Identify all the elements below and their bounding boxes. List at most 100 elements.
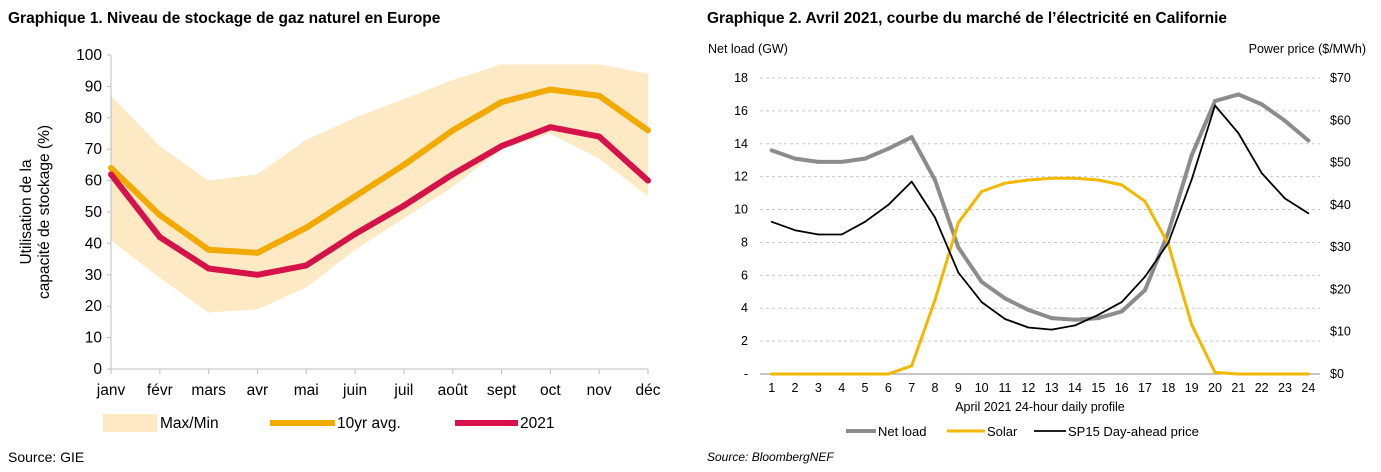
legend-label-10yr: 10yr avg. xyxy=(337,415,401,432)
legend-label-price: SP15 Day-ahead price xyxy=(1068,424,1199,439)
source-note: Source: BloombergNEF xyxy=(707,450,834,464)
x-tick-label: oct xyxy=(540,382,561,399)
x-tick-label: févr xyxy=(147,382,173,399)
x-tick-label: 12 xyxy=(1021,381,1035,395)
y-tick-label-right: $10 xyxy=(1330,325,1351,339)
y-tick-label-right: $30 xyxy=(1330,240,1351,254)
series-point xyxy=(1003,296,1007,301)
x-axis-label: April 2021 24-hour daily profile xyxy=(955,400,1125,414)
series-point xyxy=(839,159,844,164)
x-tick-label: 8 xyxy=(932,381,939,395)
y-axis-label-left: Net load (GW) xyxy=(708,42,788,56)
y-tick-label-left: 2 xyxy=(741,334,748,348)
y-tick-label: 10 xyxy=(85,330,103,347)
y-tick-label-right: $70 xyxy=(1330,71,1351,85)
series-point xyxy=(303,262,310,269)
series-point xyxy=(1143,199,1147,203)
y-tick-label: 50 xyxy=(85,204,103,221)
series-point xyxy=(1213,370,1217,374)
x-tick-label: 3 xyxy=(815,381,822,395)
series-point xyxy=(1237,132,1240,134)
series-point xyxy=(1260,172,1263,175)
x-tick-label: nov xyxy=(587,382,612,399)
series-point xyxy=(1049,316,1054,321)
series-point xyxy=(1167,242,1170,244)
series-point xyxy=(793,372,797,376)
series-point xyxy=(1283,372,1287,376)
x-tick-label: 2 xyxy=(792,381,799,395)
series-point xyxy=(1097,313,1100,316)
chart2-title: Graphique 2. Avril 2021, courbe du march… xyxy=(707,10,1227,27)
series-point xyxy=(1283,118,1287,123)
series-point xyxy=(1073,176,1077,180)
series-point xyxy=(1004,318,1006,320)
x-tick-label: 22 xyxy=(1255,381,1269,395)
series-point xyxy=(1096,178,1100,182)
series-point xyxy=(1190,323,1194,327)
series-point xyxy=(400,202,407,209)
x-tick-label: 10 xyxy=(975,381,989,395)
series-point xyxy=(863,156,867,161)
y-axis-label-right: Power price ($/MWh) xyxy=(1249,42,1366,56)
y-tick-label: 0 xyxy=(93,361,102,378)
y-tick-label: 60 xyxy=(85,173,103,190)
series-point xyxy=(886,146,891,151)
series-point xyxy=(1050,176,1054,180)
y-tick-label-left: 16 xyxy=(734,104,748,118)
series-point xyxy=(1213,99,1217,104)
series-point xyxy=(1096,316,1101,321)
series-point xyxy=(498,99,505,106)
series-point xyxy=(1073,317,1077,322)
chart-california-market: Graphique 2. Avril 2021, courbe du march… xyxy=(707,10,1366,464)
series-point xyxy=(205,246,212,253)
x-tick-label: 18 xyxy=(1161,381,1175,395)
y-tick-label: 100 xyxy=(76,47,102,64)
x-tick-label: 24 xyxy=(1301,381,1315,395)
series-point xyxy=(770,220,773,223)
series-point xyxy=(1214,104,1216,107)
x-tick-label: 1 xyxy=(768,381,775,395)
series-point xyxy=(645,177,651,184)
x-tick-label: 13 xyxy=(1045,381,1059,395)
x-tick-label: avr xyxy=(247,382,269,399)
series-point xyxy=(864,220,866,223)
series-point xyxy=(934,216,936,219)
y-tick-label-right: $0 xyxy=(1330,367,1344,381)
x-tick-label: janv xyxy=(96,382,126,399)
legend-swatch-band xyxy=(103,414,157,432)
series-point xyxy=(933,177,937,182)
x-tick-label: 9 xyxy=(955,381,962,395)
series-line-1 xyxy=(108,124,651,278)
series-point xyxy=(1003,181,1007,185)
legend-label-solar: Solar xyxy=(987,424,1018,439)
y-tick-label-right: $60 xyxy=(1330,113,1351,127)
series-point xyxy=(886,372,890,376)
series-point xyxy=(1236,92,1241,97)
series-point xyxy=(400,161,407,168)
series-point xyxy=(1119,309,1124,314)
y-tick-label: 70 xyxy=(85,141,103,158)
series-point xyxy=(794,229,796,232)
x-tick-label: 16 xyxy=(1115,381,1129,395)
series-point xyxy=(108,171,114,178)
y-tick-label-right: $20 xyxy=(1330,282,1351,296)
band-max-min xyxy=(111,64,648,313)
x-tick-label: 7 xyxy=(908,381,915,395)
series-point xyxy=(108,165,114,172)
series-point xyxy=(1143,288,1147,293)
series-point xyxy=(645,127,651,134)
series-point xyxy=(956,245,961,250)
x-tick-label: 21 xyxy=(1231,381,1245,395)
y-tick-label-right: $40 xyxy=(1330,198,1351,212)
series-point xyxy=(793,156,797,161)
x-tick-label: 23 xyxy=(1278,381,1292,395)
series-point xyxy=(547,124,554,131)
series-point xyxy=(1144,275,1146,278)
series-point xyxy=(887,203,890,206)
series-point xyxy=(352,230,359,237)
series-point xyxy=(498,143,505,150)
x-tick-label: mars xyxy=(191,382,226,399)
series-point xyxy=(863,372,867,376)
y-tick-label-left: 8 xyxy=(741,235,748,249)
series-point xyxy=(1284,197,1286,200)
